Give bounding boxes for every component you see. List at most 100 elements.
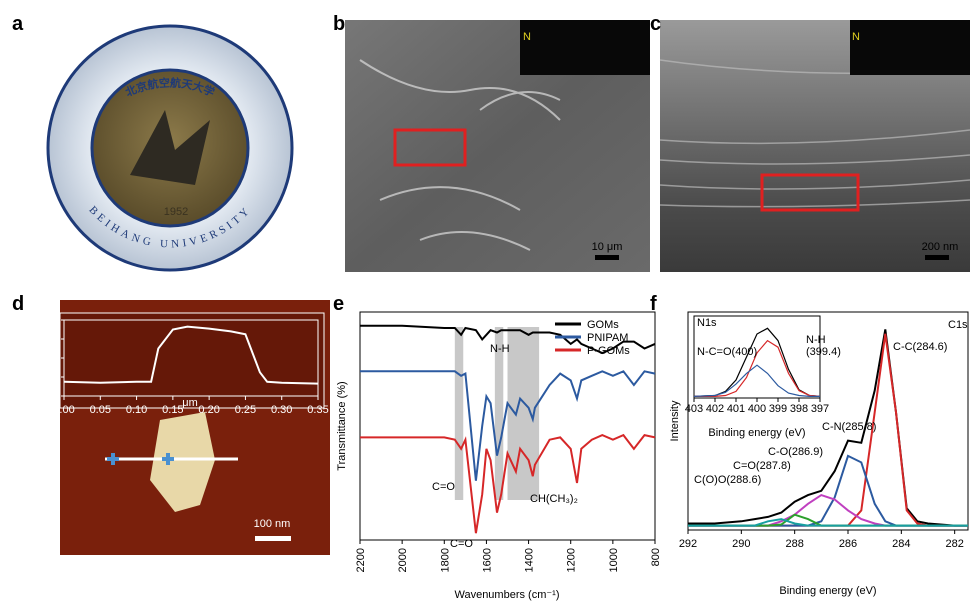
plot-frame bbox=[693, 315, 821, 399]
scale-bar bbox=[925, 255, 949, 260]
profile-inset bbox=[59, 312, 325, 409]
profile-markers bbox=[107, 453, 174, 465]
x-axis-label: Wavenumbers (cm⁻¹) bbox=[454, 589, 559, 601]
x-axis-label: Binding energy (eV) bbox=[708, 427, 805, 439]
x-tick-label: 800 bbox=[650, 548, 662, 566]
annotation: C-N(285.8) bbox=[822, 421, 876, 433]
legend-label: P-GOMs bbox=[587, 345, 630, 357]
annotation: C-O(286.9) bbox=[768, 446, 823, 458]
annotation: (399.4) bbox=[806, 346, 841, 358]
annotation: C-C(284.6) bbox=[893, 341, 947, 353]
seal-emblem bbox=[130, 110, 210, 185]
data-line bbox=[693, 364, 820, 397]
data-line bbox=[360, 370, 656, 481]
x-tick-label: 288 bbox=[785, 538, 803, 550]
y-axis-label: nm bbox=[35, 344, 47, 359]
plot-frame bbox=[359, 311, 656, 541]
eds-map bbox=[850, 20, 970, 75]
annotation: N-H bbox=[806, 334, 826, 346]
x-tick-label: 286 bbox=[839, 538, 857, 550]
highlight-band bbox=[494, 327, 504, 500]
x-tick-label: 1800 bbox=[439, 548, 451, 572]
data-line bbox=[360, 433, 656, 534]
y-axis-label: Transmittance (%) bbox=[336, 381, 348, 470]
x-tick-label: 0.30 bbox=[271, 404, 292, 416]
x-tick-label: 282 bbox=[945, 538, 963, 550]
x-tick-label: 1400 bbox=[524, 548, 536, 572]
annotation: N1s bbox=[697, 317, 717, 329]
y-tick-label: -2 bbox=[49, 390, 59, 402]
data-line bbox=[688, 518, 968, 527]
eds-map bbox=[520, 20, 650, 75]
panel-label: e bbox=[333, 293, 344, 315]
x-tick-label: 403 bbox=[685, 403, 703, 415]
plot-frame bbox=[687, 311, 969, 531]
annotation: N-H bbox=[490, 343, 510, 355]
axes-frame bbox=[63, 319, 319, 397]
panel-label: d bbox=[12, 293, 24, 315]
x-tick-label: 400 bbox=[748, 403, 766, 415]
x-axis-label: μm bbox=[182, 397, 198, 409]
data-line bbox=[693, 327, 821, 397]
eds-label: N bbox=[523, 31, 531, 43]
annotation: C1s bbox=[948, 319, 968, 331]
sem-layers bbox=[659, 59, 970, 208]
x-tick-label: 0.00 bbox=[53, 404, 74, 416]
data-line bbox=[688, 454, 968, 527]
legend-label: GOMs bbox=[587, 319, 619, 331]
x-tick-label: 0.25 bbox=[235, 404, 256, 416]
x-tick-label: 397 bbox=[811, 403, 829, 415]
x-tick-label: 1200 bbox=[566, 548, 578, 572]
data-line bbox=[63, 325, 319, 385]
annotation: N-C=O(400) bbox=[697, 346, 757, 358]
y-axis-label: Intensity bbox=[669, 400, 681, 441]
x-tick-label: 284 bbox=[892, 538, 910, 550]
scale-bar bbox=[255, 536, 291, 541]
x-tick-label: 402 bbox=[706, 403, 724, 415]
seal-year: 1952 bbox=[164, 206, 188, 218]
x-tick-label: 292 bbox=[679, 538, 697, 550]
scale-bar bbox=[595, 255, 619, 260]
sem-wrinkles bbox=[359, 59, 561, 251]
x-tick-label: 0.35 bbox=[307, 404, 328, 416]
scale-label: 100 nm bbox=[254, 518, 291, 530]
x-tick-label: 0.20 bbox=[198, 404, 219, 416]
y-tick-label: 6 bbox=[53, 314, 59, 326]
x-tick-label: 399 bbox=[769, 403, 787, 415]
x-tick-label: 1000 bbox=[608, 548, 620, 572]
panel-label: a bbox=[12, 13, 24, 35]
data-line bbox=[694, 339, 821, 397]
panel-label: f bbox=[650, 293, 657, 315]
zoom-box bbox=[393, 128, 467, 167]
x-tick-label: 2000 bbox=[397, 548, 409, 572]
scale-label: 200 nm bbox=[922, 241, 959, 253]
annotation: C=O(287.8) bbox=[733, 460, 791, 472]
highlight-band bbox=[454, 327, 464, 500]
panel-label: b bbox=[333, 13, 345, 35]
annotation: CH(CH₃)₂ bbox=[530, 493, 578, 505]
x-tick-label: 2200 bbox=[355, 548, 367, 572]
x-tick-label: 290 bbox=[732, 538, 750, 550]
x-tick-label: 1600 bbox=[481, 548, 493, 572]
x-tick-label: 401 bbox=[727, 403, 745, 415]
afm-flake bbox=[150, 412, 215, 512]
zoom-box bbox=[760, 173, 860, 212]
eds-label: N bbox=[852, 31, 860, 43]
y-tick-label: 4 bbox=[53, 333, 59, 345]
annotation: C(O)O(288.6) bbox=[694, 474, 761, 486]
annotation: C=O bbox=[450, 538, 473, 550]
x-axis-label: Binding energy (eV) bbox=[779, 585, 876, 597]
x-tick-label: 398 bbox=[790, 403, 808, 415]
scale-label: 10 μm bbox=[592, 241, 623, 253]
y-tick-label: 2 bbox=[53, 352, 59, 364]
x-tick-label: 0.10 bbox=[126, 404, 147, 416]
y-tick-label: 0 bbox=[53, 371, 59, 383]
legend-label: PNIPAM bbox=[587, 332, 628, 344]
panel-label: c bbox=[650, 13, 661, 35]
data-line bbox=[360, 324, 656, 355]
annotation: C=O bbox=[432, 481, 455, 493]
x-tick-label: 0.15 bbox=[162, 404, 183, 416]
data-line bbox=[688, 329, 968, 527]
x-tick-label: 0.05 bbox=[90, 404, 111, 416]
